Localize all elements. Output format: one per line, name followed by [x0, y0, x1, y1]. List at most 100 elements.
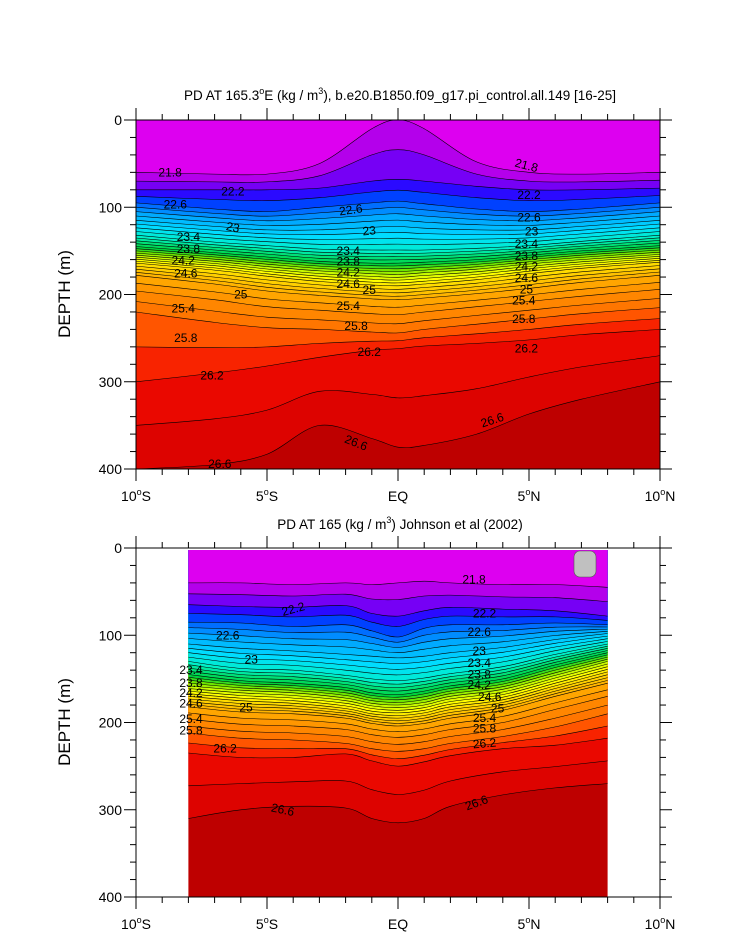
observation-contour-label: 23.4	[179, 663, 203, 677]
observation-contour-label: 26.2	[472, 735, 497, 751]
model-x-tick-label: 5oS	[256, 487, 278, 504]
model-contour-label-text: 21.8	[158, 165, 182, 179]
observation-contour-line	[188, 621, 608, 638]
model-contour-label-text: 22.2	[517, 188, 541, 202]
model-contour-line	[136, 298, 660, 325]
model-contour-line	[136, 227, 660, 240]
model-contour-line	[136, 200, 660, 212]
observation-contour-label-text: 25.4	[473, 711, 497, 725]
model-contour-label-text: 25	[234, 288, 248, 302]
model-contour-line	[136, 247, 660, 267]
observation-y-tick-label: 300	[99, 802, 123, 818]
observation-y-tick-label: 400	[99, 889, 123, 905]
model-contour-label: 25	[520, 282, 534, 296]
model-fill-band	[136, 120, 660, 175]
observation-contour-line	[188, 680, 608, 724]
model-y-axis-label: DEPTH (m)	[55, 250, 74, 338]
model-contour-label-text: 25.8	[512, 312, 536, 326]
model-contour-line	[136, 245, 660, 264]
model-contour-label: 25.4	[512, 294, 536, 308]
model-x-tick-label: 5oN	[518, 487, 541, 504]
model-contour-line	[136, 237, 660, 254]
model-contour-label: 23.4	[337, 244, 361, 258]
model-contour-line	[136, 256, 660, 278]
observation-contour-line	[188, 725, 608, 759]
observation-y-tick-label: 100	[99, 627, 123, 643]
model-contour-label-text: 25.4	[172, 302, 196, 316]
observation-contour-line	[188, 669, 608, 714]
model-contour-label-text: 26.6	[479, 410, 506, 431]
model-contour-label-text: 26.2	[515, 342, 539, 356]
observation-contour-line	[188, 654, 608, 698]
observation-contour-line	[188, 650, 608, 692]
model-contour-label: 24.2	[515, 260, 539, 274]
observation-x-tick-label: 10oN	[645, 915, 676, 932]
observation-contour-line	[188, 641, 608, 676]
model-contour-line	[136, 211, 660, 222]
observation-x-tick-label: EQ	[388, 916, 408, 932]
model-contour-label: 22.2	[517, 188, 541, 202]
model-contour-label-text: 23.8	[337, 254, 361, 268]
model-contour-label: 26.2	[358, 345, 382, 359]
observation-contour-lines	[188, 580, 608, 824]
observation-contour-label-text: 25.8	[179, 723, 203, 737]
observation-contour-line	[188, 638, 608, 670]
observation-contour-label: 26.6	[270, 801, 296, 820]
model-contour-line	[136, 260, 660, 284]
observation-contour-label: 24.6	[478, 690, 502, 704]
observation-contour-fill	[188, 550, 608, 897]
observation-contour-label-text: 25.4	[179, 712, 203, 726]
model-contour-label-text: 23	[362, 223, 377, 238]
model-contour-label: 22.6	[517, 211, 541, 225]
observation-contour-line	[188, 661, 608, 706]
model-contour-label-text: 26.2	[358, 345, 382, 359]
model-contour-line	[136, 275, 660, 301]
observation-contour-line	[188, 648, 608, 688]
observation-y-axis-label: DEPTH (m)	[55, 678, 74, 766]
observation-contour-label: 25.8	[473, 722, 497, 736]
observation-contour-label: 24.2	[468, 678, 492, 692]
observation-contour-line	[188, 760, 608, 795]
model-contour-label-text: 22.2	[221, 185, 245, 199]
model-contour-label: 23.8	[337, 254, 361, 268]
model-contour-line	[136, 240, 660, 257]
observation-contour-label-text: 24.6	[478, 690, 502, 704]
observation-contour-label-text: 26.6	[270, 801, 296, 820]
model-contour-label: 23.8	[515, 249, 539, 263]
observation-axis-ticks: 0 100 200 300 400 10oS 5oS EQ 5oN 10oN	[99, 536, 676, 932]
model-contour-line	[136, 282, 660, 308]
model-contour-label: 24.6	[337, 277, 361, 291]
model-contour-label-text: 25	[520, 282, 534, 296]
model-contour-label-text: 26.2	[200, 369, 224, 383]
observation-contour-label-text: 24.6	[179, 696, 203, 710]
model-contour-label-text: 23	[225, 219, 241, 236]
observation-contour-label: 24.6	[179, 696, 203, 710]
observation-x-tick-label: 5oS	[256, 915, 278, 932]
model-contour-label-text: 24.2	[172, 254, 196, 268]
model-contour-label: 26.6	[208, 457, 232, 471]
model-contour-line	[136, 254, 660, 275]
model-contour-line	[136, 318, 660, 348]
observation-contour-line	[188, 783, 608, 824]
model-contour-label-text: 23.4	[337, 244, 361, 258]
model-contour-line	[136, 189, 660, 202]
observation-contour-line	[188, 645, 608, 685]
model-contour-lines	[136, 120, 660, 469]
model-contour-label-text: 23	[525, 225, 539, 239]
observation-contour-line	[188, 652, 608, 695]
observation-contour-line	[188, 633, 608, 659]
model-contour-line	[136, 120, 660, 176]
observation-contour-label-text: 25.8	[473, 722, 497, 736]
model-x-tick-label: 10oS	[121, 487, 151, 504]
observation-contour-label: 23	[473, 644, 487, 658]
model-contour-label: 23	[525, 225, 539, 239]
observation-x-tick-label: 5oN	[518, 915, 541, 932]
observation-contour-line	[188, 674, 608, 719]
observation-contour-line	[188, 696, 608, 738]
model-contour-label: 22.2	[221, 185, 245, 199]
model-contour-label: 23	[362, 223, 377, 238]
observation-contour-line	[188, 666, 608, 711]
model-contour-line	[136, 215, 660, 226]
observation-contour-label: 22.2	[473, 606, 497, 620]
model-contour-label: 25.8	[512, 312, 536, 326]
